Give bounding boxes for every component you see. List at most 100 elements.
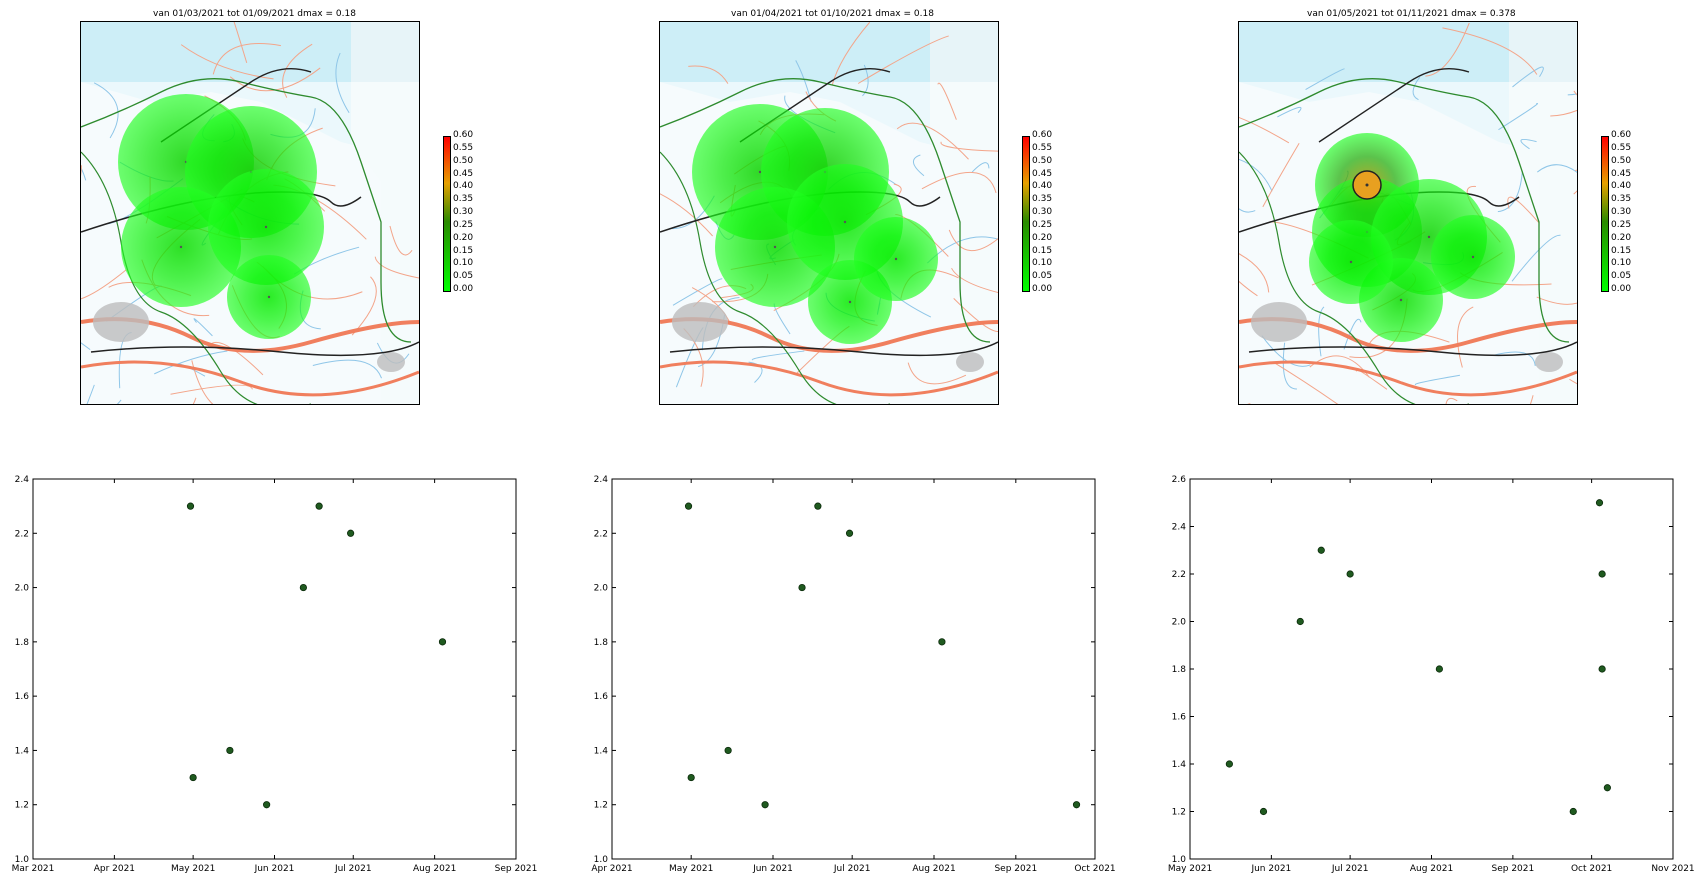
coastline — [81, 78, 412, 343]
water-line — [193, 318, 213, 337]
colorbar-tick-label: 0.00 — [1032, 284, 1053, 294]
x-tick-label: Jun 2021 — [254, 864, 295, 874]
data-point — [347, 529, 355, 537]
data-point — [684, 502, 693, 510]
city-area — [1251, 302, 1307, 342]
colorbar-tick-label: 0.50 — [1611, 155, 1632, 166]
railway — [1248, 341, 1577, 357]
y-tick-label: 1.6 — [594, 692, 609, 702]
road-line — [951, 267, 998, 294]
colorbar-tick-label: 0.55 — [1611, 142, 1632, 153]
road-line — [1536, 296, 1577, 305]
road-line — [81, 269, 127, 300]
colorbar-tick-label: 0.15 — [1611, 245, 1632, 256]
road-line — [1573, 90, 1577, 96]
data-point — [1225, 760, 1233, 768]
data-point — [1296, 617, 1304, 626]
colorbar-tick-label: 0.30 — [1032, 207, 1053, 217]
plot-area — [611, 478, 1096, 860]
road-line — [937, 82, 957, 120]
data-point — [1595, 499, 1604, 507]
station-point — [1365, 183, 1369, 187]
data-point — [1598, 665, 1606, 673]
x-tick-label: Mar 2021 — [12, 864, 55, 874]
coastline — [660, 78, 991, 343]
boundary-line — [81, 151, 311, 404]
water-line — [93, 82, 119, 139]
y-tick-label: 1.4 — [1172, 760, 1187, 770]
y-tick-label: 1.6 — [1172, 713, 1187, 723]
road-line — [948, 229, 998, 252]
x-tick-label: Aug 2021 — [1410, 864, 1453, 874]
highway — [1239, 360, 1577, 397]
x-tick-label: Jun 2021 — [752, 864, 793, 874]
map-title: van 01/03/2021 tot 01/09/2021 dmax = 0.1… — [153, 9, 356, 19]
x-tick-label: Apr 2021 — [591, 864, 632, 874]
data-point — [1598, 570, 1606, 578]
colorbar-tick-label: 0.35 — [1032, 194, 1053, 205]
data-point — [761, 801, 769, 809]
colorbar-tick-label: 0.55 — [1032, 142, 1053, 153]
colorbar-tick-label: 0.35 — [453, 194, 474, 205]
map-title: van 01/05/2021 tot 01/11/2021 dmax = 0.3… — [1307, 9, 1516, 19]
y-tick-label: 1.4 — [594, 746, 609, 756]
x-tick-label: Sep 2021 — [1492, 864, 1535, 874]
data-point — [226, 746, 234, 755]
water-line — [1512, 66, 1544, 88]
x-tick-label: May 2021 — [1168, 864, 1212, 874]
colorbar-tick-label: 0.05 — [1032, 271, 1053, 282]
y-tick-label: 1.6 — [15, 692, 30, 702]
road-line — [1425, 22, 1470, 77]
map-title: van 01/04/2021 tot 01/10/2021 dmax = 0.1… — [731, 9, 934, 19]
station-point — [1349, 260, 1353, 264]
y-tick-label: 2.6 — [1172, 475, 1187, 485]
x-tick-label: Jul 2021 — [1331, 864, 1369, 874]
colorbar-tick-label: 0.25 — [1032, 219, 1053, 230]
data-point — [845, 529, 854, 537]
data-point — [315, 502, 323, 510]
y-tick-label: 2.2 — [594, 529, 608, 539]
colorbar-tick-label: 0.10 — [1611, 258, 1632, 269]
x-tick-label: Jul 2021 — [833, 864, 871, 874]
water-line — [913, 154, 925, 177]
data-point — [814, 502, 822, 510]
data-point — [438, 638, 447, 646]
road-line — [229, 67, 321, 92]
boundary-line — [1239, 151, 1469, 404]
data-point — [1435, 665, 1443, 673]
road-line — [857, 35, 949, 84]
city-area — [377, 352, 405, 372]
colorbar-tick-label: 0.60 — [1032, 130, 1053, 140]
road-line — [374, 256, 419, 279]
water-line — [971, 162, 990, 173]
boundary-line — [660, 151, 890, 404]
colorbar — [1022, 136, 1030, 292]
y-tick-label: 2.4 — [15, 475, 30, 485]
road-line — [940, 141, 998, 152]
station-point — [773, 245, 777, 249]
road-line — [660, 193, 714, 237]
colorbar-tick-label: 0.30 — [453, 207, 474, 217]
station-point — [758, 170, 762, 174]
station-point — [848, 300, 852, 304]
data-point — [798, 583, 806, 592]
water-line — [1498, 103, 1538, 131]
map-frame — [80, 21, 420, 405]
data-point — [1317, 546, 1325, 554]
colorbar-tick-label: 0.00 — [453, 284, 474, 294]
road-line — [896, 122, 969, 160]
colorbar-tick-label: 0.40 — [1032, 181, 1053, 192]
data-point — [724, 746, 732, 755]
road-line — [1239, 280, 1258, 297]
colorbar-tick-label: 0.30 — [1611, 207, 1632, 217]
x-tick-label: Aug 2021 — [413, 864, 456, 874]
colorbar-tick-label: 0.45 — [1611, 168, 1632, 179]
colorbar-tick-label: 0.05 — [453, 271, 474, 282]
y-tick-label: 2.2 — [15, 529, 29, 539]
colorbar-tick-label: 0.50 — [453, 155, 474, 166]
road-line — [1239, 253, 1270, 293]
map-svg — [81, 22, 419, 404]
water-line — [1305, 68, 1345, 90]
y-tick-label: 2.4 — [1172, 523, 1187, 533]
